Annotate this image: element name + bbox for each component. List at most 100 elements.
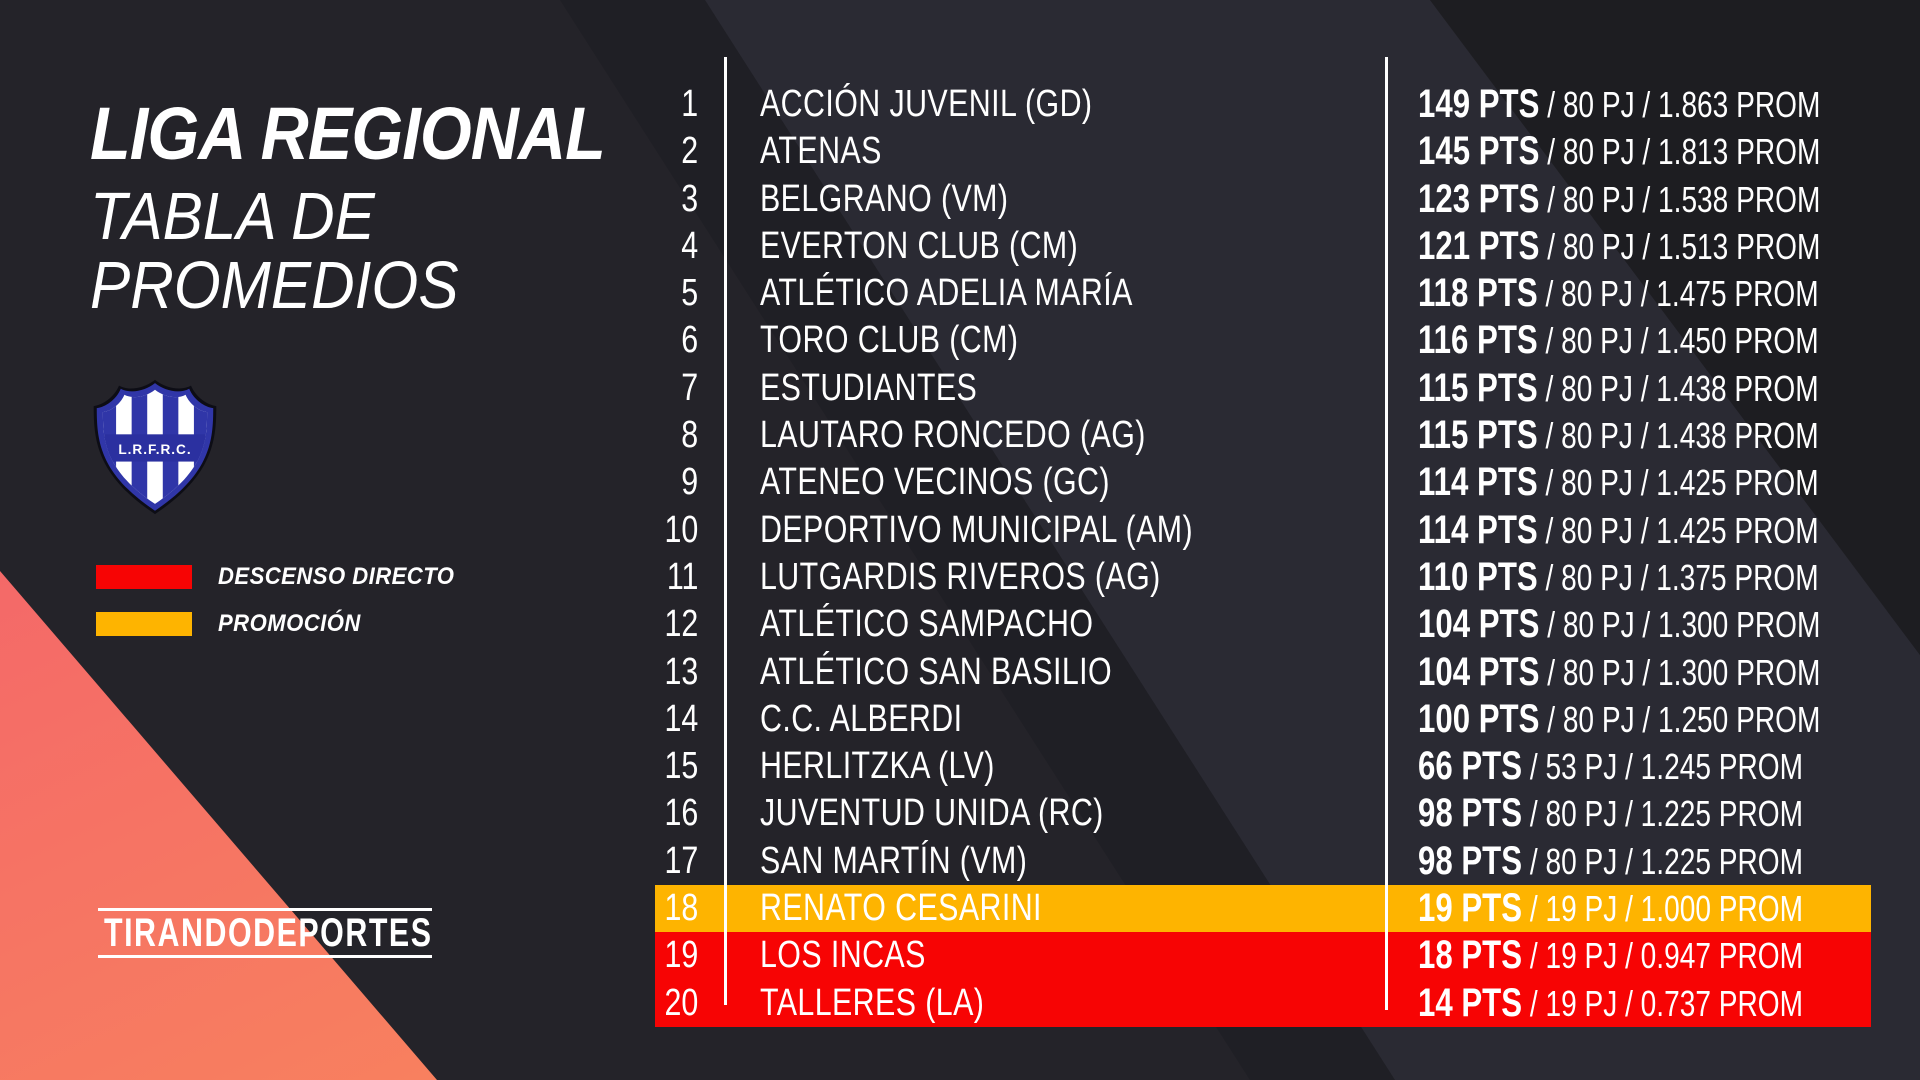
stats-separator-line <box>1385 57 1388 1010</box>
table-row: 17 SAN MARTÍN (VM) 98 PTS / 80 PJ / 1.22… <box>655 838 1871 885</box>
row-stats: 115 PTS / 80 PJ / 1.438 PROM <box>1418 412 1819 459</box>
row-details: / 80 PJ / 1.425 PROM <box>1537 462 1819 504</box>
table-row: 7 ESTUDIANTES 115 PTS / 80 PJ / 1.438 PR… <box>655 365 1871 412</box>
row-rank: 8 <box>681 414 698 457</box>
row-stats-cell: 19 PTS / 19 PJ / 1.000 PROM <box>1418 885 1912 932</box>
legend-label: DESCENSO DIRECTO <box>218 563 475 591</box>
page-subtitle-line2: PROMEDIOS <box>90 248 459 323</box>
row-team: DEPORTIVO MUNICIPAL (AM) <box>760 508 1193 551</box>
row-stats-cell: 114 PTS / 80 PJ / 1.425 PROM <box>1418 507 1920 554</box>
row-stats: 98 PTS / 80 PJ / 1.225 PROM <box>1418 838 1803 885</box>
row-team: ATLÉTICO SAMPACHO <box>760 603 1094 646</box>
row-team: ATLÉTICO ADELIA MARÍA <box>760 272 1133 315</box>
row-stats: 145 PTS / 80 PJ / 1.813 PROM <box>1418 128 1820 175</box>
page-title: LIGA REGIONAL <box>90 96 662 172</box>
row-details: / 19 PJ / 0.737 PROM <box>1522 982 1803 1024</box>
row-details: / 80 PJ / 1.300 PROM <box>1539 651 1821 693</box>
row-details: / 19 PJ / 1.000 PROM <box>1522 888 1803 930</box>
row-details: / 80 PJ / 1.438 PROM <box>1537 415 1819 457</box>
table-row: 1 ACCIÓN JUVENIL (GD) 149 PTS / 80 PJ / … <box>655 81 1871 128</box>
row-rank-cell: 15 <box>655 743 698 790</box>
row-team-cell: TALLERES (LA) <box>760 980 1040 1027</box>
table-row: 16 JUVENTUD UNIDA (RC) 98 PTS / 80 PJ / … <box>655 790 1871 837</box>
row-stats: 115 PTS / 80 PJ / 1.438 PROM <box>1418 365 1819 412</box>
page-title-text: LIGA REGIONAL <box>90 92 606 175</box>
row-rank-cell: 9 <box>655 459 698 506</box>
row-points: 114 PTS <box>1418 460 1538 505</box>
row-points: 123 PTS <box>1418 176 1540 221</box>
row-stats: 104 PTS / 80 PJ / 1.300 PROM <box>1418 649 1820 696</box>
row-rank: 10 <box>664 508 698 551</box>
table-row: 19 LOS INCAS 18 PTS / 19 PJ / 0.947 PROM <box>655 932 1871 980</box>
table-row: 18 RENATO CESARINI 19 PTS / 19 PJ / 1.00… <box>655 885 1871 933</box>
row-stats: 114 PTS / 80 PJ / 1.425 PROM <box>1418 507 1819 554</box>
table-row: 10 DEPORTIVO MUNICIPAL (AM) 114 PTS / 80… <box>655 507 1871 554</box>
row-team-cell: ATENEO VECINOS (GC) <box>760 459 1197 506</box>
row-details: / 80 PJ / 1.813 PROM <box>1539 131 1821 173</box>
row-team-cell: ESTUDIANTES <box>760 365 1032 412</box>
row-stats-cell: 149 PTS / 80 PJ / 1.863 PROM <box>1418 81 1920 128</box>
table-row: 11 LUTGARDIS RIVEROS (AG) 110 PTS / 80 P… <box>655 554 1871 601</box>
row-rank: 18 <box>664 887 698 930</box>
row-stats: 19 PTS / 19 PJ / 1.000 PROM <box>1418 885 1803 932</box>
row-team: ATENEO VECINOS (GC) <box>760 461 1110 504</box>
row-rank-cell: 14 <box>655 696 698 743</box>
row-team: BELGRANO (VM) <box>760 177 1009 220</box>
row-points: 14 PTS <box>1418 980 1523 1025</box>
row-stats-cell: 104 PTS / 80 PJ / 1.300 PROM <box>1418 649 1920 696</box>
row-points: 149 PTS <box>1418 82 1540 126</box>
row-points: 66 PTS <box>1418 744 1523 789</box>
row-team: HERLITZKA (LV) <box>760 745 995 788</box>
row-team: ATENAS <box>760 130 882 173</box>
row-stats-cell: 110 PTS / 80 PJ / 1.375 PROM <box>1418 554 1920 601</box>
row-points: 145 PTS <box>1418 129 1540 174</box>
row-details: / 53 PJ / 1.245 PROM <box>1522 746 1803 788</box>
row-team: RENATO CESARINI <box>760 887 1042 930</box>
legend-item-promocion: PROMOCIÓN <box>96 610 475 637</box>
row-points: 121 PTS <box>1418 223 1540 268</box>
row-points: 19 PTS <box>1418 886 1523 931</box>
row-rank: 11 <box>666 555 698 598</box>
row-stats-cell: 18 PTS / 19 PJ / 0.947 PROM <box>1418 932 1912 979</box>
row-rank-cell: 11 <box>655 554 698 601</box>
table-row: 3 BELGRANO (VM) 123 PTS / 80 PJ / 1.538 … <box>655 176 1871 223</box>
row-details: / 80 PJ / 1.513 PROM <box>1539 225 1821 267</box>
row-details: / 80 PJ / 1.250 PROM <box>1539 698 1821 740</box>
row-stats-cell: 121 PTS / 80 PJ / 1.513 PROM <box>1418 223 1920 270</box>
row-stats: 104 PTS / 80 PJ / 1.300 PROM <box>1418 601 1820 648</box>
row-rank: 14 <box>664 697 698 740</box>
table-row: 2 ATENAS 145 PTS / 80 PJ / 1.813 PROM <box>655 128 1871 175</box>
row-rank: 16 <box>664 792 698 835</box>
watermark-text-inner: TIRANDODEPORTES <box>104 910 433 955</box>
page-subtitle-line1: TABLA DE <box>90 179 375 254</box>
row-details: / 80 PJ / 1.425 PROM <box>1537 509 1819 551</box>
table-row: 12 ATLÉTICO SAMPACHO 104 PTS / 80 PJ / 1… <box>655 601 1871 648</box>
row-stats-cell: 115 PTS / 80 PJ / 1.438 PROM <box>1418 412 1920 459</box>
row-team-cell: RENATO CESARINI <box>760 885 1112 932</box>
row-stats: 110 PTS / 80 PJ / 1.375 PROM <box>1418 554 1819 601</box>
row-stats: 123 PTS / 80 PJ / 1.538 PROM <box>1418 176 1820 223</box>
row-details: / 80 PJ / 1.300 PROM <box>1539 604 1821 646</box>
row-team-cell: C.C. ALBERDI <box>760 696 1013 743</box>
table-row: 8 LAUTARO RONCEDO (AG) 115 PTS / 80 PJ /… <box>655 412 1871 459</box>
row-rank-cell: 6 <box>655 317 698 364</box>
row-rank-cell: 7 <box>655 365 698 412</box>
row-team-cell: DEPORTIVO MUNICIPAL (AM) <box>760 507 1301 554</box>
row-stats: 116 PTS / 80 PJ / 1.450 PROM <box>1418 317 1819 364</box>
row-rank-cell: 20 <box>655 980 698 1027</box>
row-rank: 12 <box>664 603 698 646</box>
row-team-cell: LOS INCAS <box>760 932 967 979</box>
row-points: 110 PTS <box>1418 554 1538 599</box>
row-points: 115 PTS <box>1418 365 1538 410</box>
row-team-cell: JUVENTUD UNIDA (RC) <box>760 790 1190 837</box>
row-team-cell: BELGRANO (VM) <box>760 176 1071 223</box>
row-team-cell: ACCIÓN JUVENIL (GD) <box>760 81 1176 128</box>
row-team-cell: ATENAS <box>760 128 912 175</box>
row-rank: 1 <box>681 83 698 125</box>
row-team: EVERTON CLUB (CM) <box>760 224 1079 267</box>
row-stats-cell: 116 PTS / 80 PJ / 1.450 PROM <box>1418 317 1920 364</box>
row-rank: 17 <box>664 839 698 882</box>
row-stats-cell: 98 PTS / 80 PJ / 1.225 PROM <box>1418 838 1912 885</box>
promocion-color-swatch <box>96 612 192 636</box>
